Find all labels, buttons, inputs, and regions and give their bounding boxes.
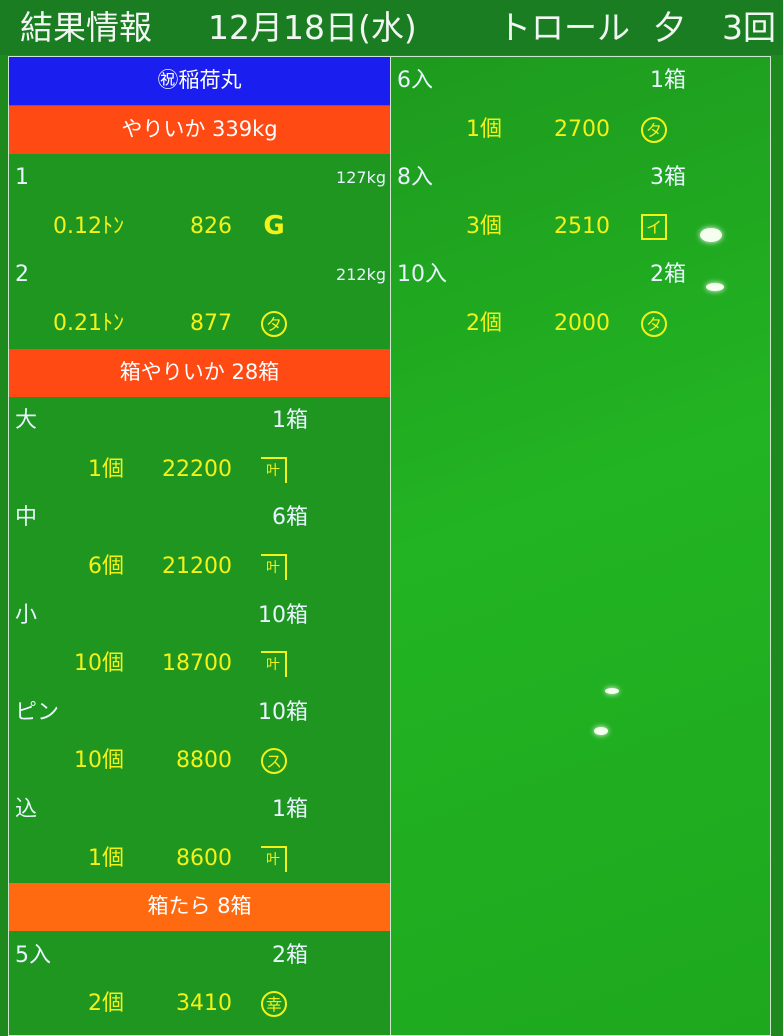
fishing-method: トロール	[498, 8, 630, 47]
grade-label: ピン	[15, 699, 60, 725]
circled-ta-icon: タ	[641, 311, 667, 337]
price-row: 6個 21200 叶	[9, 543, 390, 591]
grade-row: 中 6箱	[9, 494, 390, 542]
quantity: 2個	[88, 991, 124, 1017]
grade-row: 小 10箱	[9, 592, 390, 640]
circled-su-icon: ス	[261, 748, 287, 775]
screen-glare	[594, 727, 608, 735]
price: 8800	[176, 748, 232, 774]
box-count: 10箱	[258, 602, 308, 628]
grade-label: 中	[15, 505, 38, 531]
price: 3410	[176, 991, 232, 1017]
price: 826	[190, 213, 232, 239]
box-count: 6箱	[272, 505, 308, 531]
title-bar: 結果情報 12月18日(水) トロール 夕 3回	[0, 0, 783, 55]
quantity: 10個	[74, 748, 124, 774]
price-row: 0.21ﾄﾝ 877 タ	[9, 300, 390, 348]
results-column-left: ㊗稲荷丸 やりいか 339kg 1 127kg 0.12ﾄﾝ 826 G 2 212kg 0.21…	[8, 56, 391, 1036]
price: 877	[190, 311, 232, 336]
price: 8600	[176, 845, 232, 871]
grade-row: 5入 2箱	[9, 932, 390, 980]
grade-label: 10入	[397, 262, 447, 288]
grade-row: ピン 10箱	[9, 689, 390, 737]
price-row: 10個 18700 叶	[9, 640, 390, 688]
screen-glare	[706, 283, 724, 291]
bracket-kano-icon: 叶	[261, 554, 287, 580]
box-count: 10箱	[258, 699, 308, 725]
species-band: 箱やりいか 28箱	[9, 348, 390, 397]
grade-row: 8入 3箱	[391, 154, 770, 202]
price: 22200	[162, 456, 232, 482]
species-band: ㊗稲荷丸	[9, 57, 390, 105]
grade-label: 2	[15, 262, 29, 288]
weight: 127kg	[336, 168, 386, 188]
quantity: 0.21ﾄﾝ	[53, 311, 124, 336]
price: 2000	[554, 311, 610, 336]
session: 夕	[653, 8, 686, 47]
price-row: 1個 2700 タ	[391, 106, 770, 154]
quantity: 2個	[466, 311, 502, 336]
price-row: 10個 8800 ス	[9, 737, 390, 785]
circled-kou-icon: 幸	[261, 991, 287, 1018]
circled-ta-icon: タ	[261, 311, 287, 337]
price-row: 2個 3410 幸	[9, 980, 390, 1028]
bracket-kano-icon: 叶	[261, 845, 287, 872]
grade-row: 大 1箱	[9, 397, 390, 445]
quantity: 3個	[466, 213, 502, 239]
price-row: 1個 22200 叶	[9, 446, 390, 494]
grade-row: 10入 2箱	[391, 251, 770, 299]
grade-row: 2 212kg	[9, 251, 390, 299]
grade-row: 込 1箱	[9, 786, 390, 834]
grade-label: 8入	[397, 165, 433, 191]
circled-ta-icon: タ	[641, 116, 667, 143]
box-count: 2箱	[650, 262, 686, 288]
quantity: 1個	[88, 456, 124, 482]
bracket-kano-icon: 叶	[261, 456, 287, 483]
price-row: 0.12ﾄﾝ 826 G	[9, 203, 390, 251]
page-title: 結果情報	[20, 8, 152, 47]
price-row: 1個 8600 叶	[9, 835, 390, 883]
results-column-right: 6入 1箱 1個 2700 タ 8入 3箱 3個 2510 イ 10入 2箱 2個 2000 タ	[390, 56, 771, 1036]
grade-label: 5入	[15, 942, 51, 968]
box-count: 1箱	[272, 797, 308, 822]
price-row: 3個 2510 イ	[391, 203, 770, 251]
screen-glare	[700, 228, 722, 242]
weight: 212kg	[336, 265, 386, 285]
quantity: 0.12ﾄﾝ	[53, 213, 124, 239]
price-row: 2個 2000 タ	[391, 300, 770, 348]
quantity: 10個	[74, 651, 124, 677]
price: 2510	[554, 213, 610, 239]
grade-row: 6入 1箱	[391, 57, 770, 105]
bracket-kano-icon: 叶	[261, 651, 287, 678]
boxed-i-icon: イ	[641, 213, 667, 240]
price: 2700	[554, 116, 610, 142]
grade-label: 小	[15, 602, 38, 628]
quantity: 1個	[466, 116, 502, 142]
grade-label: 込	[15, 797, 38, 822]
screen-glare	[605, 688, 619, 694]
quantity: 6個	[88, 554, 124, 579]
round: 3回	[722, 8, 776, 47]
g-mark-icon: G	[263, 210, 285, 241]
box-count: 2箱	[272, 942, 308, 968]
grade-label: 大	[15, 408, 38, 434]
species-band: やりいか 339kg	[9, 105, 390, 154]
grade-row: 1 127kg	[9, 154, 390, 202]
box-count: 3箱	[650, 165, 686, 191]
price: 18700	[162, 651, 232, 677]
quantity: 1個	[88, 845, 124, 871]
price: 21200	[162, 554, 232, 579]
box-count: 1箱	[272, 408, 308, 434]
box-count: 1箱	[650, 68, 686, 93]
date: 12月18日(水)	[208, 8, 417, 47]
species-band: 箱たら 8箱	[9, 883, 390, 932]
grade-label: 1	[15, 165, 29, 191]
grade-label: 6入	[397, 68, 433, 93]
